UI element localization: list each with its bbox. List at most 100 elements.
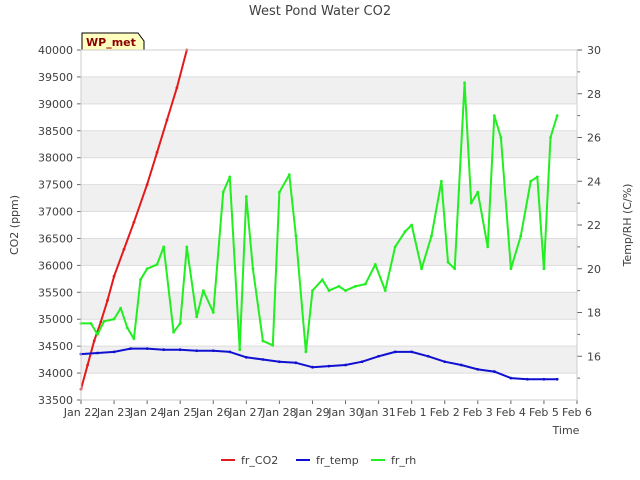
data-point-fr_temp — [244, 355, 248, 359]
data-point-fr_CO2 — [99, 320, 103, 324]
data-point-fr_CO2 — [165, 118, 169, 122]
grid-band — [81, 238, 577, 266]
data-point-fr_temp — [344, 363, 347, 367]
data-point-fr_temp — [426, 354, 430, 358]
data-point-fr_rh — [185, 245, 189, 249]
data-point-fr_rh — [172, 330, 175, 334]
data-point-fr_rh — [403, 230, 407, 233]
series-line-fr_temp — [80, 347, 558, 381]
data-point-fr_rh — [89, 322, 93, 325]
data-point-fr_temp — [377, 354, 380, 358]
grid-band — [81, 292, 577, 320]
data-point-fr_temp — [112, 350, 116, 354]
data-point-fr_CO2 — [122, 247, 126, 251]
station-badge-label: WP_met — [86, 36, 136, 49]
data-point-fr_rh — [244, 195, 248, 198]
data-point-fr_rh — [155, 262, 159, 266]
data-point-fr_CO2 — [145, 183, 149, 187]
x-tick-label: Jan 22 — [63, 406, 98, 419]
y2-axis-label: Temp/RH (C/%) — [621, 184, 634, 268]
data-point-fr_rh — [373, 262, 377, 266]
data-point-fr_temp — [459, 363, 463, 367]
data-point-fr_temp — [211, 349, 215, 353]
data-point-fr_rh — [102, 319, 106, 323]
x-tick-label: Jan 25 — [162, 406, 197, 419]
x-tick-label: Feb 1 — [397, 406, 427, 419]
grid-band — [81, 184, 577, 212]
data-point-fr_temp — [228, 350, 232, 354]
legend-label: fr_rh — [391, 454, 416, 467]
data-point-fr_rh — [278, 190, 281, 194]
data-point-fr_rh — [344, 289, 347, 293]
data-point-fr_rh — [542, 267, 546, 271]
data-point-fr_temp — [443, 360, 447, 364]
y2-tick-label: 26 — [587, 132, 601, 145]
x-tick-label: Jan 27 — [228, 406, 263, 419]
data-point-fr_temp — [555, 377, 559, 381]
data-point-fr_rh — [251, 267, 255, 271]
data-point-fr_rh — [446, 260, 450, 264]
chart-title: West Pond Water CO2 — [249, 4, 391, 19]
y-tick-label: 37000 — [38, 206, 73, 219]
data-point-fr_rh — [112, 317, 116, 321]
data-point-fr_CO2 — [155, 150, 159, 154]
data-point-fr_temp — [360, 360, 364, 364]
y2-axis: 16 18 20 22 24 26 28 30 — [577, 44, 601, 379]
plot-frame — [80, 49, 578, 401]
plot-area — [81, 50, 577, 400]
data-point-fr_rh — [469, 201, 473, 205]
data-point-fr_temp — [145, 347, 149, 350]
x-tick-label: Jan 31 — [360, 406, 395, 419]
data-point-fr_temp — [294, 361, 298, 365]
data-point-fr_rh — [145, 267, 149, 271]
legend: fr_CO2 fr_temp fr_rh — [221, 454, 416, 467]
x-tick-label: Jan 26 — [195, 406, 230, 419]
data-point-fr_temp — [178, 348, 182, 352]
y-tick-label: 36000 — [38, 259, 73, 272]
series-fr_CO2 — [79, 48, 189, 391]
data-point-fr_rh — [195, 315, 199, 319]
data-point-fr_rh — [535, 175, 539, 179]
x-axis-label: Time — [552, 424, 580, 437]
x-tick-label: Feb 5 — [529, 406, 559, 419]
y2-tick-label: 24 — [587, 175, 601, 188]
series-layer — [79, 48, 559, 391]
data-point-fr_rh — [201, 289, 205, 293]
y2-tick-label: 18 — [587, 307, 601, 320]
grid-bands — [81, 76, 577, 374]
x-tick-label: Jan 24 — [129, 406, 164, 419]
legend-item-fr_rh: fr_rh — [371, 454, 416, 467]
data-point-fr_rh — [211, 311, 215, 314]
data-point-fr_rh — [529, 179, 533, 183]
y-axis-label: CO2 (ppm) — [8, 195, 21, 255]
data-point-fr_rh — [363, 282, 367, 286]
data-point-fr_rh — [320, 278, 324, 282]
data-point-fr_rh — [420, 267, 423, 271]
data-point-fr_rh — [476, 190, 480, 194]
y-tick-label: 35500 — [38, 286, 73, 299]
data-point-fr_rh — [337, 284, 341, 288]
data-point-fr_rh — [178, 322, 182, 325]
station-badge: WP_met — [81, 32, 145, 51]
data-point-fr_rh — [271, 343, 275, 347]
data-point-fr_rh — [162, 245, 166, 249]
data-point-fr_temp — [162, 348, 166, 352]
data-point-fr_temp — [492, 370, 496, 373]
data-point-fr_rh — [499, 136, 503, 139]
data-point-fr_CO2 — [86, 363, 90, 367]
x-tick-label: Feb 3 — [463, 406, 493, 419]
x-tick-label: Jan 23 — [96, 406, 131, 419]
legend-item-fr_CO2: fr_CO2 — [221, 454, 278, 467]
data-point-fr_CO2 — [92, 339, 96, 343]
data-point-fr_rh — [430, 234, 433, 238]
data-point-fr_rh — [294, 234, 298, 238]
data-point-fr_rh — [125, 326, 129, 330]
series-fr_rh — [79, 81, 559, 354]
y-tick-label: 38500 — [38, 125, 73, 138]
x-tick-label: Feb 2 — [430, 406, 460, 419]
data-point-fr_CO2 — [106, 298, 109, 302]
x-tick-label: Feb 4 — [496, 406, 526, 419]
data-point-fr_rh — [304, 350, 308, 354]
